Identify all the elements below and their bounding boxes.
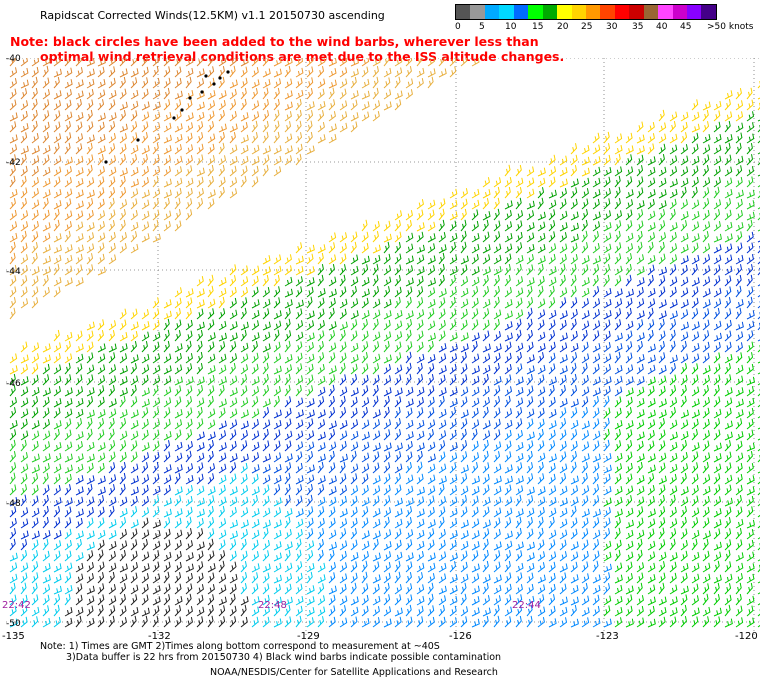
legend-label: 35 (632, 22, 644, 32)
legend-label: 15 (532, 22, 544, 32)
legend-swatch (643, 5, 659, 19)
time-label: 22:44 (512, 600, 541, 611)
legend-swatch (585, 5, 601, 19)
legend-label: 30 (606, 22, 618, 32)
legend-label: 45 (680, 22, 692, 32)
lon-label: -135 (2, 631, 25, 642)
legend-label: >50 knots (707, 22, 754, 32)
legend-swatch (542, 5, 558, 19)
lon-label: -132 (148, 631, 171, 642)
time-label: 22:48 (258, 600, 287, 611)
footer-line-1: Note: 1) Times are GMT 2)Times along bot… (40, 641, 440, 652)
legend-label: 25 (581, 22, 593, 32)
legend-swatch (701, 5, 716, 19)
lon-label: -120 (735, 631, 758, 642)
footer-notes: Note: 1) Times are GMT 2)Times along bot… (40, 641, 501, 663)
time-label: 22:42 (2, 600, 31, 611)
legend-label: 0 (455, 22, 461, 32)
legend-label: 20 (557, 22, 569, 32)
wind-speed-legend: 0 5 10 15 20 25 30 35 40 45 >50 knots (455, 4, 760, 34)
map-title: Rapidscat Corrected Winds(12.5KM) v1.1 2… (40, 9, 385, 22)
legend-swatch (571, 5, 586, 19)
lat-label: -44 (6, 267, 21, 277)
legend-swatch (513, 5, 529, 19)
legend-swatch (557, 5, 572, 19)
legend-swatch (672, 5, 687, 19)
legend-swatch (600, 5, 615, 19)
legend-swatch (629, 5, 644, 19)
footer-line-2: 3)Data buffer is 22 hrs from 20150730 4)… (66, 652, 502, 663)
lon-label: -129 (297, 631, 320, 642)
wind-barb-map (6, 58, 760, 638)
legend-swatch (456, 5, 471, 19)
legend-swatch (528, 5, 543, 19)
lon-label: -123 (596, 631, 619, 642)
legend-labels: 0 5 10 15 20 25 30 35 40 45 >50 knots (455, 20, 760, 34)
flagged-barb-markers (104, 70, 230, 164)
legend-label: 10 (505, 22, 517, 32)
lat-label: -42 (6, 158, 21, 168)
legend-swatch (614, 5, 630, 19)
wind-barbs (9, 58, 760, 628)
lat-label: -40 (6, 54, 21, 64)
lat-label: -46 (6, 379, 21, 389)
legend-swatch (658, 5, 673, 19)
legend-label: 40 (656, 22, 668, 32)
legend-swatch (499, 5, 514, 19)
note-line-1: Note: black circles have been added to t… (10, 34, 539, 49)
legend-color-bar (455, 4, 717, 20)
note-line-2: optimal wind retrieval conditions are me… (40, 49, 565, 64)
lon-label: -126 (449, 631, 472, 642)
lat-lon-grid (6, 58, 760, 638)
legend-swatch (484, 5, 500, 19)
legend-swatch (470, 5, 485, 19)
legend-label: 5 (479, 22, 485, 32)
legend-swatch (687, 5, 702, 19)
credit-line: NOAA/NESDIS/Center for Satellite Applica… (210, 667, 498, 678)
contamination-note: Note: black circles have been added to t… (10, 34, 564, 64)
lat-label: -50 (6, 619, 21, 629)
lat-label: -48 (6, 499, 21, 509)
